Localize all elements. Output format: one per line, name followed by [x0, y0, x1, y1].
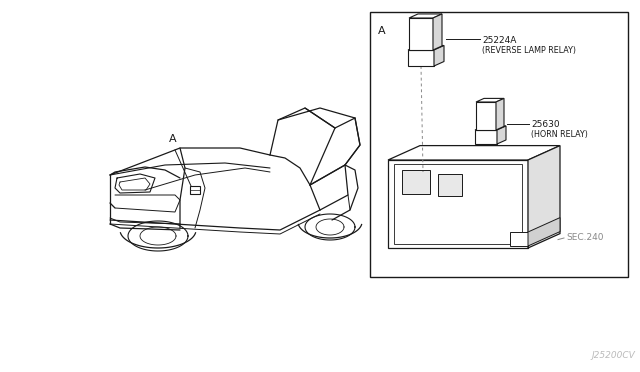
Polygon shape [476, 99, 504, 102]
Bar [394, 164, 522, 244]
Bar [438, 174, 462, 196]
Polygon shape [475, 130, 497, 144]
Polygon shape [388, 160, 528, 248]
Bar [510, 232, 528, 246]
Text: A: A [378, 26, 386, 36]
Polygon shape [528, 145, 560, 248]
Text: (REVERSE LAMP RELAY): (REVERSE LAMP RELAY) [482, 46, 576, 55]
Polygon shape [434, 45, 444, 66]
Polygon shape [475, 126, 506, 130]
Polygon shape [497, 126, 506, 144]
Text: (HORN RELAY): (HORN RELAY) [531, 130, 588, 139]
Text: SEC.240: SEC.240 [566, 234, 604, 243]
Polygon shape [409, 18, 433, 50]
Polygon shape [388, 145, 560, 160]
Polygon shape [408, 50, 434, 66]
Polygon shape [408, 45, 444, 50]
Bar [402, 170, 430, 194]
Bar [370, 12, 628, 277]
Text: 25224A: 25224A [482, 36, 516, 45]
Polygon shape [476, 102, 496, 130]
Polygon shape [409, 14, 442, 18]
Text: J25200CV: J25200CV [591, 351, 635, 360]
Polygon shape [528, 218, 560, 246]
Polygon shape [190, 186, 200, 194]
Polygon shape [433, 14, 442, 50]
Text: 25630: 25630 [531, 120, 559, 129]
Polygon shape [496, 99, 504, 130]
Text: A: A [169, 134, 177, 144]
